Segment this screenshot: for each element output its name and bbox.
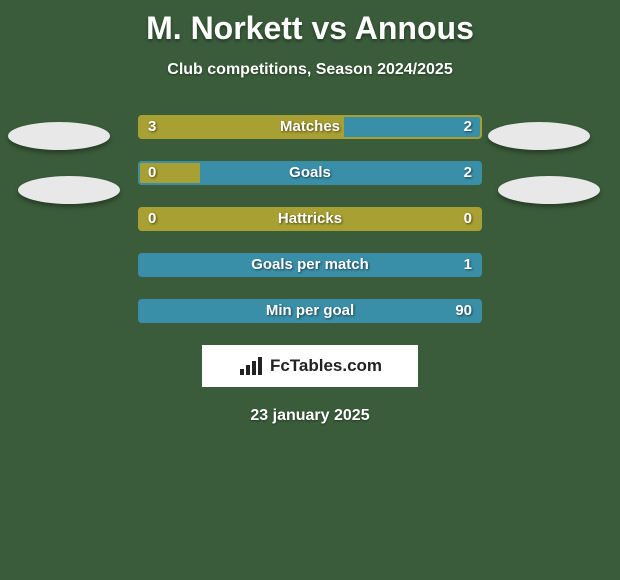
logo-box: FcTables.com (202, 345, 418, 387)
player-badge (8, 122, 110, 150)
page-title: M. Norkett vs Annous (0, 0, 620, 47)
metric-label: Hattricks (138, 207, 482, 231)
player-badge (18, 176, 120, 204)
stat-row: 3Matches2 (138, 115, 482, 139)
date-label: 23 january 2025 (0, 407, 620, 425)
metric-label: Matches (138, 115, 482, 139)
value-right: 2 (464, 161, 472, 185)
metric-label: Min per goal (138, 299, 482, 323)
value-right: 90 (455, 299, 472, 323)
comparison-chart: 3Matches20Goals20Hattricks0Goals per mat… (138, 115, 482, 323)
value-right: 1 (464, 253, 472, 277)
stat-row: 0Hattricks0 (138, 207, 482, 231)
metric-label: Goals per match (138, 253, 482, 277)
player-badge (498, 176, 600, 204)
value-right: 2 (464, 115, 472, 139)
bar-chart-icon (238, 355, 264, 377)
value-right: 0 (464, 207, 472, 231)
subtitle: Club competitions, Season 2024/2025 (0, 61, 620, 79)
metric-label: Goals (138, 161, 482, 185)
player-badge (488, 122, 590, 150)
stat-row: Min per goal90 (138, 299, 482, 323)
stat-row: 0Goals2 (138, 161, 482, 185)
stat-row: Goals per match1 (138, 253, 482, 277)
logo-text: FcTables.com (270, 356, 382, 376)
